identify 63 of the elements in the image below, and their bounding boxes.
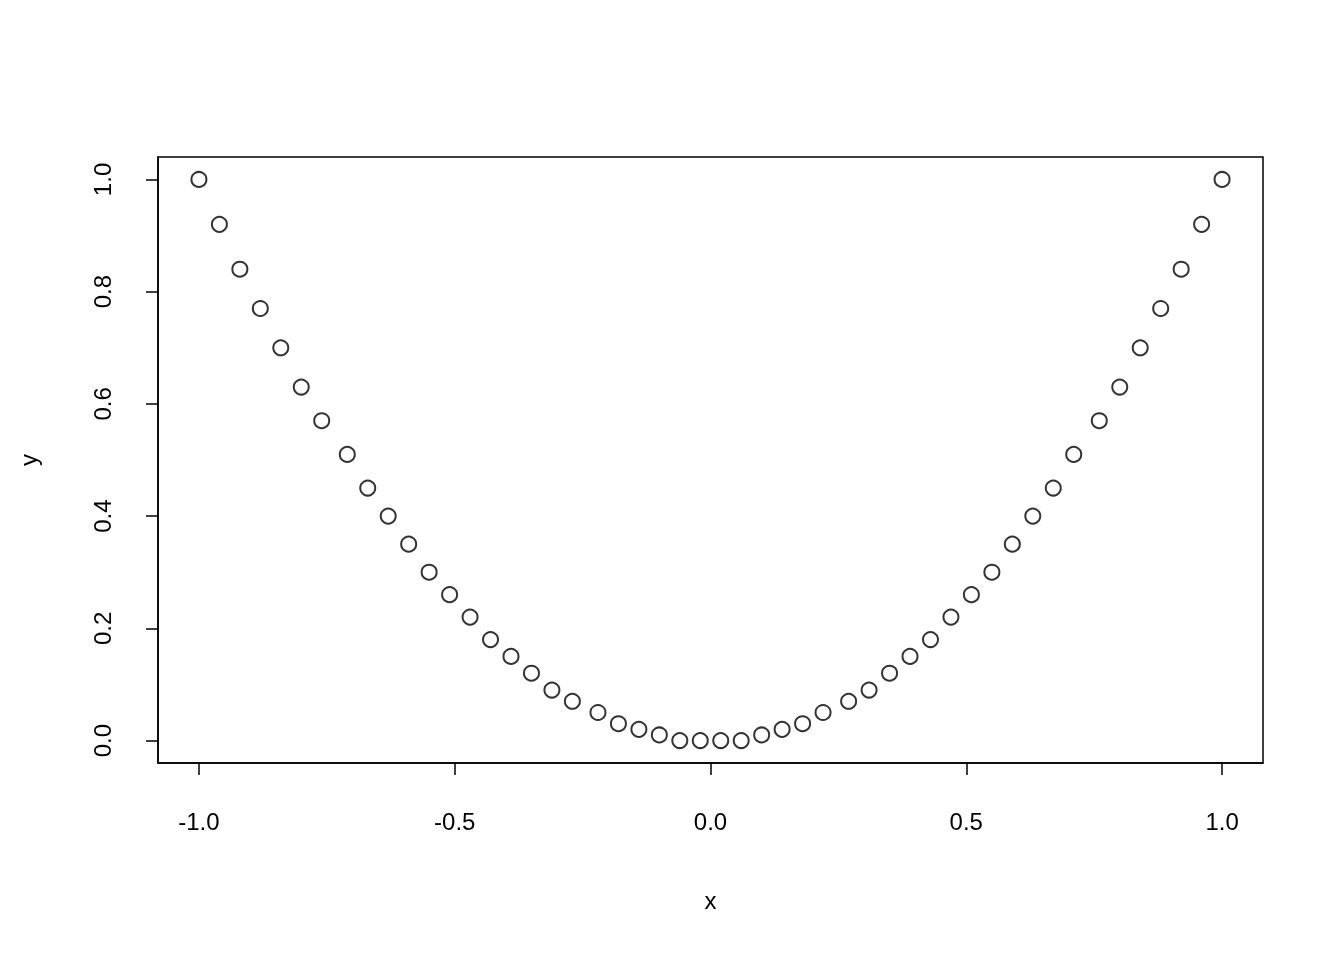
point: [359, 479, 377, 497]
point: [814, 704, 832, 721]
y-axis-title: y: [14, 454, 42, 466]
point: [650, 726, 668, 744]
point: [712, 732, 730, 750]
y-tick-label: 0.6: [88, 387, 116, 421]
point: [1003, 535, 1021, 553]
point: [1131, 339, 1149, 357]
point: [313, 412, 331, 430]
point: [942, 608, 960, 626]
x-tick-label: -0.5: [434, 807, 476, 835]
point: [1152, 300, 1170, 317]
point: [251, 300, 269, 317]
point: [543, 681, 561, 699]
point: [1193, 215, 1211, 233]
y-tick-label: 0.2: [88, 611, 116, 646]
y-tick-label: 0.4: [88, 499, 116, 533]
y-tick-label: 0.8: [88, 274, 116, 309]
point: [210, 215, 228, 233]
point: [691, 732, 709, 750]
point: [589, 704, 607, 721]
point: [482, 631, 500, 649]
point: [1044, 479, 1062, 497]
point: [441, 586, 459, 604]
point: [630, 720, 648, 738]
point: [753, 726, 771, 744]
point: [379, 507, 397, 525]
x-axis-title: x: [704, 886, 717, 914]
point: [522, 664, 540, 682]
point: [609, 715, 627, 733]
point: [671, 732, 689, 750]
point: [1065, 445, 1083, 463]
point: [338, 445, 356, 463]
point: [461, 608, 479, 626]
point: [563, 692, 581, 710]
point: [502, 647, 520, 665]
x-tick-label: 0.5: [949, 807, 983, 835]
point: [983, 563, 1001, 581]
point: [420, 563, 438, 581]
point: [231, 260, 249, 278]
point: [1213, 170, 1231, 188]
point: [881, 664, 899, 682]
point: [400, 535, 418, 553]
x-tick-label: 0.0: [693, 807, 728, 835]
x-tick-label: -1.0: [178, 807, 220, 835]
point: [190, 170, 208, 188]
point: [292, 378, 310, 396]
point: [732, 732, 750, 750]
point: [1090, 412, 1108, 430]
point: [840, 692, 858, 710]
point: [1111, 378, 1129, 396]
point: [860, 681, 878, 699]
point: [272, 339, 290, 357]
point: [901, 647, 919, 665]
point: [794, 715, 812, 733]
point: [1172, 260, 1190, 278]
y-tick-label: 0.0: [88, 723, 116, 758]
x-tick-label: 1.0: [1205, 807, 1239, 835]
point: [773, 720, 791, 738]
point: [962, 586, 980, 604]
point: [921, 631, 939, 649]
point: [1024, 507, 1042, 525]
y-tick-label: 1.0: [88, 162, 116, 197]
